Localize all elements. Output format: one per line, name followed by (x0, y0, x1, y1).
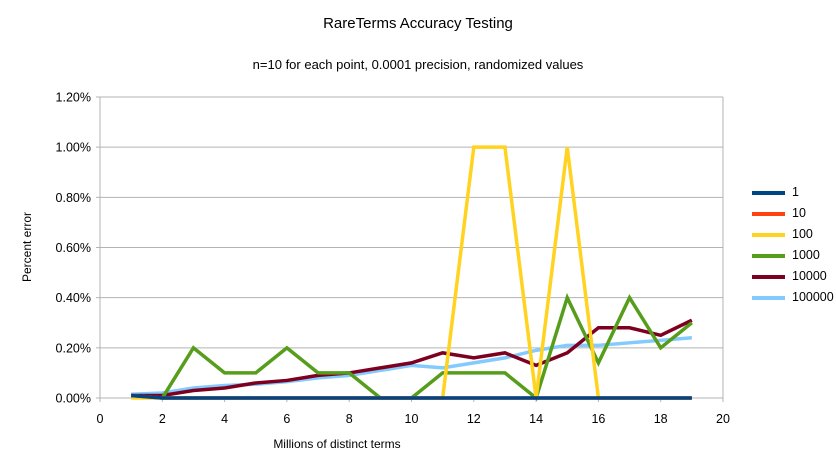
x-tick-label: 0 (97, 412, 104, 426)
legend-item-100: 100 (752, 224, 834, 245)
x-tick-label: 4 (221, 412, 228, 426)
chart-subtitle: n=10 for each point, 0.0001 precision, r… (252, 57, 584, 72)
x-tick-label: 16 (591, 412, 605, 426)
x-tick-label: 2 (159, 412, 166, 426)
legend-item-100000: 100000 (752, 287, 834, 308)
legend-item-10000: 10000 (752, 266, 834, 287)
legend-label: 10000 (792, 269, 827, 283)
series-line-10000 (131, 318, 693, 398)
y-tick-label: 1.20% (56, 91, 91, 105)
y-tick-label: 0.20% (56, 341, 91, 355)
x-tick-label: 12 (467, 412, 481, 426)
series-line-1 (131, 393, 692, 400)
legend-swatch-icon (752, 190, 785, 195)
legend-swatch-icon (752, 211, 785, 216)
series-line-100 (131, 145, 692, 400)
legend-item-1: 1 (752, 182, 834, 203)
x-tick-label: 10 (405, 412, 419, 426)
x-tick-label: 20 (716, 412, 730, 426)
y-tick-label: 0.40% (56, 291, 91, 305)
legend: 1 10 100 1000 10000 100000 (752, 182, 834, 308)
legend-label: 100 (792, 227, 813, 241)
legend-item-10: 10 (752, 203, 834, 224)
y-tick-label: 0.00% (56, 392, 91, 406)
legend-swatch-icon (752, 274, 785, 279)
legend-swatch-icon (752, 295, 785, 300)
x-tick-label: 14 (529, 412, 543, 426)
legend-label: 1 (792, 185, 799, 199)
legend-swatch-icon (752, 253, 785, 258)
y-tick-label: 1.00% (56, 141, 91, 155)
x-tick-label: 6 (283, 412, 290, 426)
series-line-100000 (131, 336, 692, 396)
x-tick-label: 18 (654, 412, 668, 426)
legend-label: 10 (792, 206, 806, 220)
x-tick-label: 8 (346, 412, 353, 426)
y-tick-label: 0.80% (56, 191, 91, 205)
legend-label: 1000 (792, 248, 820, 262)
chart-title: RareTerms Accuracy Testing (323, 15, 513, 32)
legend-label: 100000 (792, 290, 834, 304)
y-tick-label: 0.60% (56, 241, 91, 255)
y-axis-title: Percent error (20, 211, 34, 283)
x-axis-title: Millions of distinct terms (273, 437, 401, 451)
legend-item-1000: 1000 (752, 245, 834, 266)
legend-swatch-icon (752, 232, 785, 237)
